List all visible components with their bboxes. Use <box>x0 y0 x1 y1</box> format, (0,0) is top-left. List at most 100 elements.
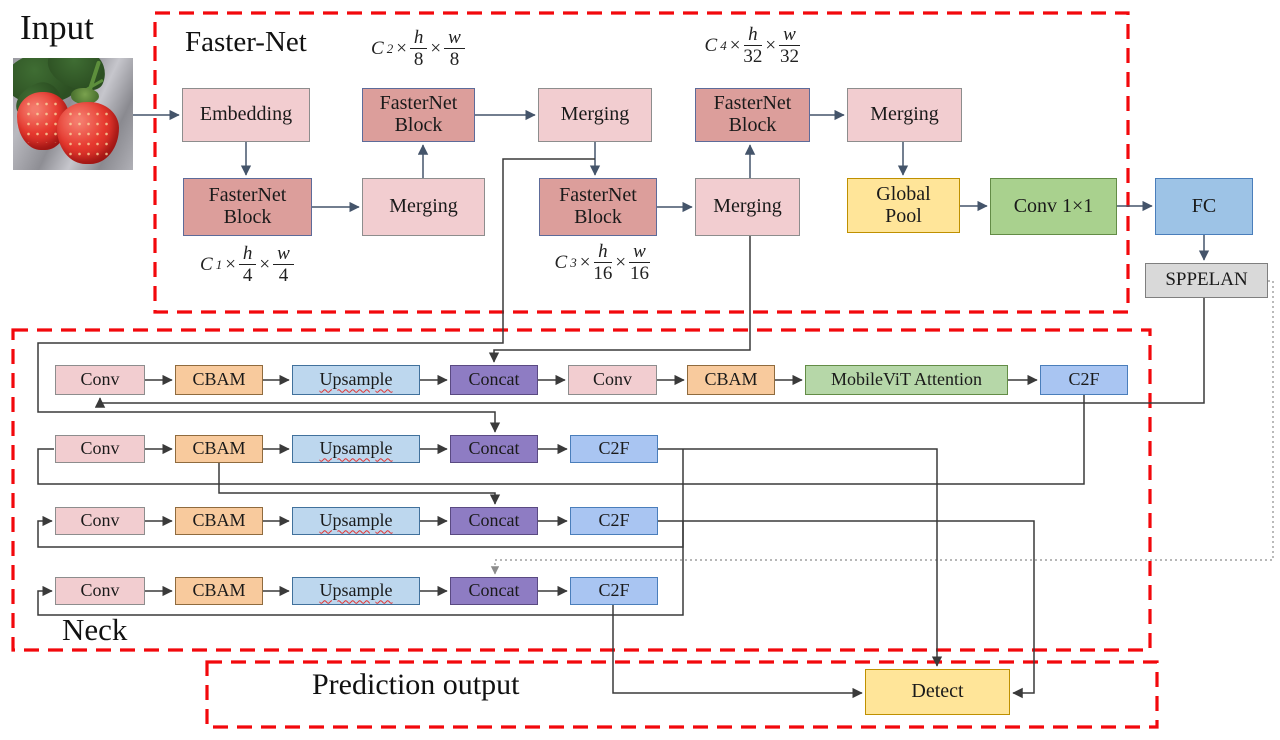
fasternet-block-3: FasterNet Block <box>539 178 657 236</box>
cbam-row4: CBAM <box>175 577 263 605</box>
merging-4-label: Merging <box>870 103 939 126</box>
concat-row4-label: Concat <box>468 580 520 601</box>
c2f-row3-label: C2F <box>598 510 630 531</box>
fasternet-block-1: FasterNet Block <box>183 178 312 236</box>
cbam-row1b-label: CBAM <box>704 369 758 390</box>
mobilevit-attention-block: MobileViT Attention <box>805 365 1008 395</box>
dim-c2-part: C <box>371 37 384 59</box>
upsample-row4: Upsample <box>292 577 420 605</box>
conv-row1-label: Conv <box>80 369 120 390</box>
concat-row4: Concat <box>450 577 538 605</box>
dim-c3-fraction: w 16 <box>629 242 650 283</box>
dim-c4-part: C <box>704 34 718 56</box>
backbone-skip-to-concat-row2 <box>37 158 595 433</box>
dim-c4-fraction: w 32 <box>779 25 800 66</box>
dim-c3-part: w <box>629 242 650 263</box>
upsample-row4-label: Upsample <box>319 580 393 601</box>
upsample-row2-label: Upsample <box>319 438 393 459</box>
dim-c1-part: h <box>238 244 257 265</box>
concat-row2: Concat <box>450 435 538 463</box>
concat-row1-label: Concat <box>468 369 520 390</box>
c2f-row3-to-detect <box>658 520 1035 699</box>
merging-1: Merging <box>362 178 485 236</box>
cbam-row1b: CBAM <box>687 365 775 395</box>
concat-row3-label: Concat <box>468 510 520 531</box>
merging-4: Merging <box>847 88 962 142</box>
dim-c3-part: 3 <box>570 254 577 270</box>
sppelan-dotted-to-concat-row4 <box>490 280 1274 575</box>
sppelan-block-label: SPPELAN <box>1165 269 1248 291</box>
calyx-shape <box>71 88 99 104</box>
fasternet-block-3-label: FasterNet Block <box>559 184 637 228</box>
concat-row3: Concat <box>450 507 538 535</box>
embedding-block: Embedding <box>182 88 310 142</box>
dim-c2: C 2 × h 8 × w 8 <box>371 28 465 69</box>
upsample-row1: Upsample <box>292 365 420 395</box>
merging-3-label: Merging <box>713 195 782 218</box>
global-pool-block-label: Global Pool <box>876 182 931 227</box>
c2f-row1-label: C2F <box>1068 369 1100 390</box>
c2f-row2-to-detect <box>658 448 943 667</box>
dim-c2-part: 8 <box>449 49 460 70</box>
conv-row3: Conv <box>55 507 145 535</box>
cbam-row3-label: CBAM <box>192 510 246 531</box>
c2f-row4-label: C2F <box>598 580 630 601</box>
fc-block-label: FC <box>1191 194 1217 217</box>
upsample-row1-label: Upsample <box>319 369 393 390</box>
merging3-skip-to-concat-row1 <box>488 236 751 363</box>
conv-row3-label: Conv <box>80 510 120 531</box>
dim-c4-part: 32 <box>779 46 799 67</box>
dim-c3-part: 16 <box>629 263 649 284</box>
cbam-row2-skip-to-concat-row3 <box>218 463 501 505</box>
dim-c1-part: 1 <box>215 256 223 272</box>
concat-row1: Concat <box>450 365 538 395</box>
neck-region <box>11 328 1152 652</box>
c2f-row2: C2F <box>570 435 658 463</box>
conv-row2: Conv <box>55 435 145 463</box>
detect-block: Detect <box>865 669 1010 715</box>
dim-c2-part: h <box>409 28 428 49</box>
dim-c4: C 4 × h 32 × w 32 <box>705 25 800 66</box>
dim-c1-part: × <box>259 253 271 275</box>
dim-c1-part: × <box>225 253 236 275</box>
upsample-row2: Upsample <box>292 435 420 463</box>
fasternet-block-1-label: FasterNet Block <box>208 184 287 228</box>
dim-c1-part: w <box>273 244 294 265</box>
input-title: Input <box>20 8 94 47</box>
strawberry-shape <box>57 102 119 164</box>
merging-2: Merging <box>538 88 652 142</box>
dim-c2-part: w <box>444 28 465 49</box>
dim-c2-part: × <box>430 37 442 59</box>
fasternet-block-4-label: FasterNet Block <box>713 92 792 136</box>
dim-c3-fraction: h 16 <box>593 242 612 283</box>
embedding-block-label: Embedding <box>199 103 293 126</box>
dim-c1-part: 4 <box>278 265 289 286</box>
upsample-row3: Upsample <box>292 507 420 535</box>
dim-c1: C 1 × h 4 × w 4 <box>200 244 294 285</box>
c2f-row2-branch-to-conv-row3 <box>37 449 684 548</box>
fasternet-block-2: FasterNet Block <box>362 88 475 142</box>
dim-c4-part: × <box>765 34 777 56</box>
mobilevit-attention-block-label: MobileViT Attention <box>830 369 983 390</box>
backbone-region <box>153 11 1130 314</box>
dim-c4-part: h <box>744 25 762 46</box>
fasternet-block-4: FasterNet Block <box>695 88 810 142</box>
dim-c2-part: 8 <box>413 49 424 70</box>
conv-1x1-block-label: Conv 1×1 <box>1013 194 1094 217</box>
c2f-row3-branch-to-conv-row4 <box>37 521 684 616</box>
c2f-row1-to-conv-row2 <box>37 395 1085 485</box>
merging-2-label: Merging <box>560 103 630 126</box>
cbam-row3: CBAM <box>175 507 263 535</box>
c2f-row4-to-detect <box>612 605 863 699</box>
dim-c4-part: 4 <box>720 37 727 53</box>
cbam-row4-label: CBAM <box>192 580 246 601</box>
dim-c3-part: C <box>554 251 568 273</box>
sppelan-to-conv-row1 <box>94 298 1205 408</box>
dim-c3-part: h <box>594 242 612 263</box>
